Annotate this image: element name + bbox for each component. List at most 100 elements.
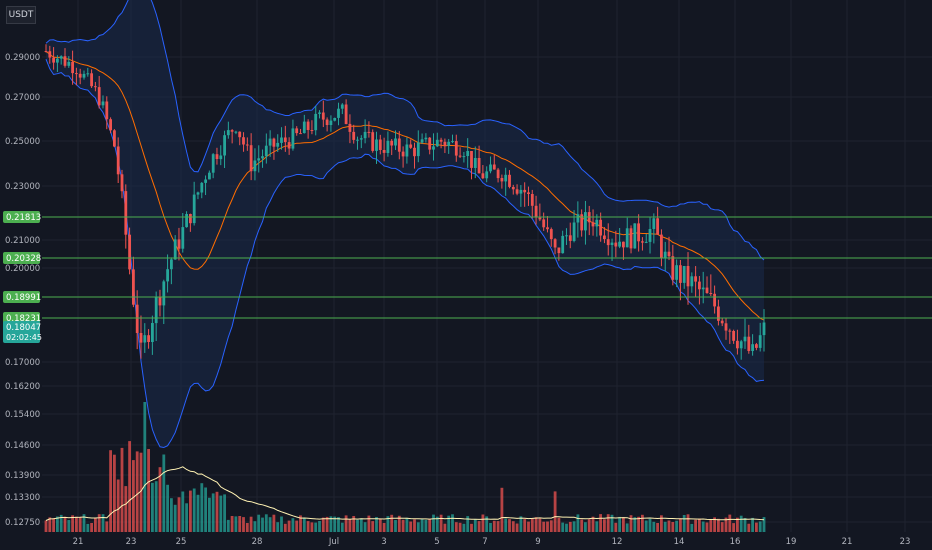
horizontal-levels[interactable]: [42, 216, 932, 319]
candle-body: [234, 131, 238, 133]
volume-bar: [211, 493, 215, 532]
candle-body: [333, 118, 337, 121]
volume-bar: [101, 514, 105, 532]
candle-body: [200, 182, 204, 193]
candle-body: [690, 276, 694, 287]
candle-body: [253, 160, 257, 172]
candle-body: [648, 229, 652, 242]
volume-bar: [147, 449, 150, 532]
volume-bar: [709, 519, 713, 532]
candle-body: [758, 335, 762, 348]
candle-body: [135, 304, 139, 333]
x-tick-label: 21: [73, 537, 84, 547]
candle-body: [208, 172, 211, 180]
volume-bar: [356, 519, 359, 532]
volume-bar: [527, 521, 530, 532]
volume-bar: [173, 504, 177, 532]
price-axis[interactable]: 0.29000 0.27000 0.25000 0.23000 0.21000 0.200…: [0, 0, 42, 550]
candle-body: [390, 140, 394, 146]
volume-bar: [580, 519, 584, 532]
volume-bar: [625, 523, 629, 532]
volume-bar: [629, 515, 633, 532]
candle-body: [561, 235, 565, 254]
level-label-bg: [3, 291, 40, 303]
volume-bar: [538, 518, 542, 532]
candle-body: [52, 57, 55, 63]
volume-bar: [652, 521, 656, 532]
volume-bar: [599, 514, 602, 532]
volume-bar: [302, 518, 306, 532]
volume-bar: [287, 520, 291, 532]
y-tick-label: 0.14600: [5, 441, 40, 451]
candle-body: [375, 139, 378, 151]
candle-body: [546, 227, 549, 230]
volume-bar: [584, 522, 587, 532]
candle-body: [162, 281, 166, 306]
candle-body: [637, 223, 640, 242]
volume-bar: [177, 497, 181, 532]
volume-bar: [485, 516, 489, 532]
candle-body: [557, 247, 561, 254]
volume-bar: [390, 514, 394, 532]
candle-body: [78, 73, 82, 78]
candle-body: [549, 229, 553, 240]
volume-bar: [504, 518, 508, 532]
volume-bar: [337, 517, 340, 532]
candle-body: [215, 154, 219, 159]
candles: [44, 44, 766, 360]
candle-body: [424, 137, 428, 140]
volume-bar: [318, 521, 321, 532]
volume-bar: [587, 519, 591, 532]
volume-bar: [280, 516, 283, 532]
candle-body: [682, 266, 686, 283]
candle-body: [508, 174, 511, 187]
candle-body: [492, 164, 496, 170]
candle-body: [226, 130, 230, 136]
y-tick-label: 0.25000: [5, 137, 40, 147]
candle-body: [732, 331, 735, 341]
volume-bar: [443, 523, 447, 532]
candle-body: [268, 138, 272, 146]
volume-bar: [751, 517, 754, 532]
candle-body: [428, 137, 432, 150]
candle-body: [105, 101, 109, 120]
candle-body: [90, 73, 93, 87]
x-tick-label: 16: [730, 537, 741, 547]
volume-bar: [435, 516, 439, 532]
candle-body: [382, 150, 386, 153]
time-axis[interactable]: 21 23 25 28 Jul 3 5 7 9 12 14 16 19 21 23: [0, 532, 932, 550]
volume-bar: [758, 521, 762, 532]
level-label: 0.18231: [6, 314, 41, 324]
candle-body: [439, 139, 443, 142]
volume-bar: [739, 515, 743, 532]
price-axis-bg: [0, 0, 42, 550]
candle-body: [211, 154, 215, 173]
volume-bar: [352, 516, 356, 532]
candle-body: [128, 234, 131, 270]
candle-body: [663, 251, 667, 258]
volume-bar: [546, 521, 549, 532]
candle-body: [287, 142, 291, 149]
candle-body: [44, 51, 48, 52]
currency-label[interactable]: USDT: [6, 6, 36, 24]
volume-bar: [375, 517, 378, 532]
volume-bar: [420, 519, 424, 532]
volume-bar: [223, 494, 226, 532]
volume-bar: [470, 523, 473, 532]
y-tick-label: 0.21000: [5, 236, 40, 246]
volume-bar: [610, 514, 614, 532]
candle-body: [686, 266, 690, 287]
volume-bar: [732, 523, 735, 532]
volume-bar: [63, 516, 67, 532]
candle-body: [416, 142, 420, 157]
volume-bar: [439, 514, 443, 532]
candle-body: [671, 256, 675, 280]
candle-body: [63, 56, 67, 66]
volume-bar: [378, 518, 382, 532]
candle-body: [591, 222, 595, 227]
volume-bar: [261, 517, 264, 532]
y-tick-label: 0.27000: [5, 93, 40, 103]
x-tick-label: 9: [535, 537, 540, 547]
